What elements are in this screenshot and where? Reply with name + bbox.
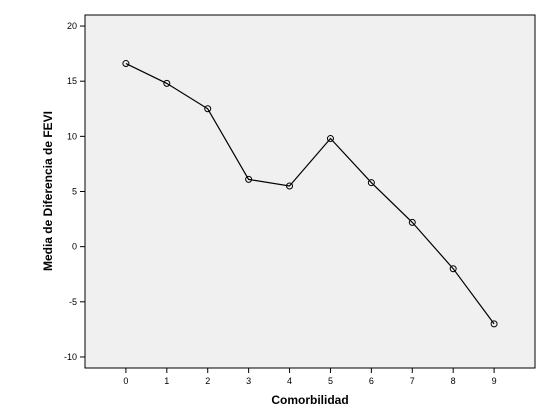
y-tick-label: 5 — [72, 187, 77, 197]
y-axis-ticks: -10 -5 0 5 10 15 20 — [64, 21, 85, 362]
y-tick-label: 15 — [67, 76, 77, 86]
data-point — [449, 265, 457, 273]
data-point — [367, 179, 375, 187]
x-tick-label: 1 — [164, 376, 169, 386]
x-tick-label: 8 — [451, 376, 456, 386]
x-tick-label: 3 — [246, 376, 251, 386]
data-point — [204, 105, 212, 113]
x-tick-label: 7 — [410, 376, 415, 386]
y-tick-label: -5 — [69, 297, 77, 307]
x-tick-label: 0 — [123, 376, 128, 386]
data-point — [326, 135, 334, 143]
y-tick-label: 0 — [72, 242, 77, 252]
y-tick-label: 10 — [67, 131, 77, 141]
x-tick-label: 6 — [369, 376, 374, 386]
y-tick-label: 20 — [67, 21, 77, 31]
plot-area — [84, 14, 536, 369]
data-point — [245, 175, 253, 183]
y-tick-label: -10 — [64, 352, 77, 362]
x-tick-label: 4 — [287, 376, 292, 386]
x-axis-ticks: 0 1 2 3 4 5 6 7 8 9 — [123, 368, 497, 386]
data-point — [408, 218, 416, 226]
x-tick-label: 5 — [328, 376, 333, 386]
series-line — [125, 62, 495, 325]
x-tick-label: 2 — [205, 376, 210, 386]
data-point — [122, 60, 130, 68]
series-layer — [122, 60, 498, 328]
y-axis-title: Media de Diferencia de FEVI — [41, 111, 55, 271]
data-point — [163, 79, 171, 87]
x-tick-label: 9 — [492, 376, 497, 386]
data-point — [286, 182, 294, 190]
x-axis-title: Comorbilidad — [271, 393, 348, 407]
data-point — [490, 320, 498, 328]
